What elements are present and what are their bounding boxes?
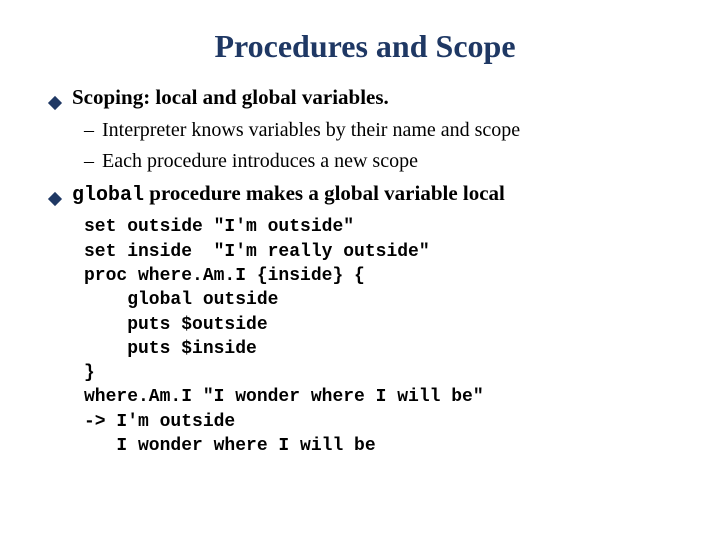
sub-bullet-2: – Each procedure introduces a new scope	[84, 148, 680, 175]
code-keyword: global	[72, 184, 144, 207]
bullet-1: Scoping: local and global variables.	[50, 83, 680, 111]
sub-bullet-2-text: Each procedure introduces a new scope	[102, 148, 418, 175]
dash-icon: –	[84, 119, 94, 142]
slide-title: Procedures and Scope	[50, 28, 680, 65]
diamond-icon	[48, 192, 62, 206]
bullet-2: global procedure makes a global variable…	[50, 179, 680, 209]
code-block: set outside "I'm outside" set inside "I'…	[84, 215, 680, 458]
bullet-1-text: Scoping: local and global variables.	[72, 83, 389, 111]
sub-bullet-1-text: Interpreter knows variables by their nam…	[102, 117, 520, 144]
bullet-2-suffix: procedure makes a global variable local	[144, 181, 505, 205]
dash-icon: –	[84, 150, 94, 173]
sub-bullet-1: – Interpreter knows variables by their n…	[84, 117, 680, 144]
diamond-icon	[48, 96, 62, 110]
bullet-2-text: global procedure makes a global variable…	[72, 179, 505, 209]
